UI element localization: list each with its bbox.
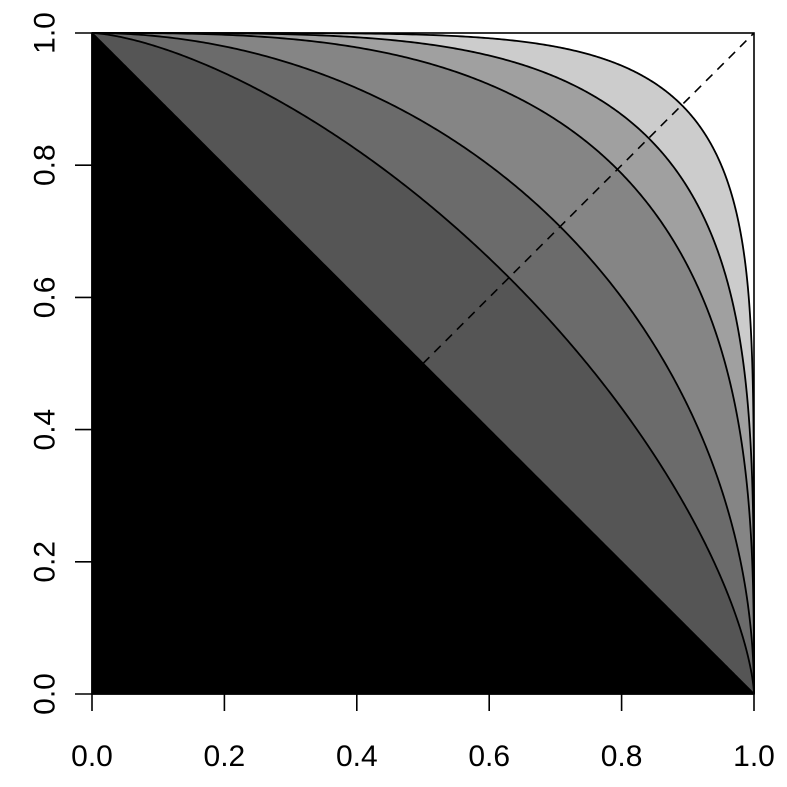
x-tick-label: 0.0 (71, 740, 113, 773)
y-tick-label: 0.0 (29, 673, 62, 715)
y-tick-label: 0.8 (29, 144, 62, 186)
x-axis: 0.0 0.2 0.4 0.6 0.8 1.0 (71, 693, 775, 773)
curve-p4 (92, 32, 755, 694)
curve-p6 (92, 32, 755, 694)
y-tick-label: 0.4 (29, 409, 62, 451)
x-tick-label: 0.4 (336, 740, 378, 773)
y-tick-label: 1.0 (29, 12, 62, 54)
x-tick-label: 0.8 (601, 740, 643, 773)
y-tick-label: 0.6 (29, 277, 62, 319)
y-tick-label: 0.2 (29, 541, 62, 583)
x-tick-label: 0.2 (204, 740, 246, 773)
diagonal-reference-line (422, 32, 755, 365)
curve-p1_5 (91, 32, 755, 695)
x-tick-label: 1.0 (733, 740, 775, 773)
y-axis: 0.0 0.2 0.4 0.6 0.8 1.0 (29, 12, 93, 715)
x-tick-label: 0.6 (468, 740, 510, 773)
